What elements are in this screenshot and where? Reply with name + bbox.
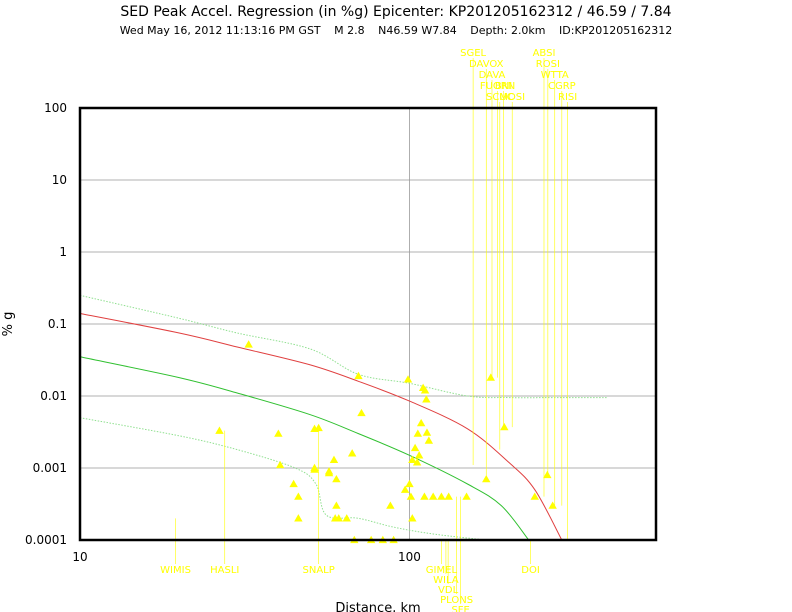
station-label: FUORN	[480, 81, 515, 92]
data-point	[332, 474, 341, 483]
station-label: VDL	[438, 585, 459, 596]
station-label: PLONS	[440, 595, 473, 606]
y-tick-label: 100	[44, 101, 67, 115]
data-point	[420, 386, 430, 394]
data-point	[400, 485, 410, 493]
station-leader-lines	[175, 58, 568, 604]
data-point	[548, 501, 557, 509]
station-label: SFE	[451, 605, 469, 612]
station-label: CGRP	[548, 81, 576, 92]
data-point	[428, 492, 438, 500]
data-point	[412, 458, 422, 466]
data-point	[294, 514, 303, 522]
station-label: HASLI	[210, 565, 239, 576]
data-point	[543, 470, 552, 479]
data-point	[414, 451, 424, 459]
data-point	[437, 492, 446, 500]
tick-labels: 0.0001 0.001 0.01 0.1 1 10 100 10 100	[25, 101, 421, 564]
data-point	[500, 422, 509, 431]
data-point	[486, 373, 495, 381]
event-info-line: Wed May 16, 2012 11:13:16 PM GST M 2.8 N…	[0, 24, 792, 37]
data-point	[342, 514, 351, 522]
data-point	[406, 492, 416, 500]
data-point	[332, 501, 341, 509]
dotted-bound-curve	[79, 294, 608, 399]
data-point	[357, 408, 366, 417]
y-tick-label: 0.01	[40, 389, 67, 403]
data-point	[289, 479, 298, 488]
data-point	[444, 492, 453, 500]
station-label: DOI	[521, 565, 540, 576]
data-point	[329, 455, 339, 463]
station-label: WILA	[433, 575, 459, 586]
grid-lines	[79, 107, 656, 541]
station-label: ROSI	[536, 59, 560, 70]
station-label: DAVOX	[469, 59, 504, 70]
y-tick-label: 0.0001	[25, 533, 67, 547]
station-label: DAVA	[479, 70, 506, 81]
x-tick-label: 100	[398, 550, 421, 564]
data-point	[413, 429, 423, 437]
data-point	[403, 375, 413, 383]
y-tick-label: 0.001	[33, 461, 67, 475]
data-point	[347, 449, 357, 457]
regression-curves	[79, 294, 608, 541]
y-tick-label: 1	[59, 245, 67, 259]
event-datetime: Wed May 16, 2012 11:13:16 PM GST	[119, 24, 321, 37]
data-point	[416, 418, 426, 427]
chart-title: SED Peak Accel. Regression (in %g) Epice…	[120, 4, 672, 20]
event-location: N46.59 W7.84	[378, 24, 457, 37]
data-point	[422, 428, 432, 436]
plot-frame	[78, 106, 658, 542]
data-point	[410, 443, 420, 452]
data-point	[462, 492, 471, 500]
data-point	[314, 423, 323, 432]
event-magnitude: M 2.8	[334, 24, 365, 37]
data-points	[215, 340, 557, 544]
data-point	[420, 492, 429, 500]
data-point	[408, 455, 417, 463]
data-point	[324, 468, 334, 477]
data-point	[244, 340, 253, 348]
x-tick-label: 10	[72, 550, 87, 564]
data-point	[424, 436, 434, 444]
median-regression-curve	[79, 313, 563, 541]
station-label: WIMIS	[160, 565, 191, 576]
data-point	[334, 514, 343, 522]
event-id: ID:KP201205162312	[559, 24, 673, 37]
data-point	[386, 501, 395, 509]
station-label: MOSI	[499, 92, 525, 103]
y-tick-label: 10	[52, 173, 67, 187]
data-point	[530, 492, 539, 500]
station-label: BNI	[495, 81, 512, 92]
station-label: ABSI	[533, 48, 556, 59]
data-point	[274, 429, 283, 437]
event-depth: Depth: 2.0km	[470, 24, 546, 37]
data-point	[215, 426, 224, 434]
station-label: SCUC	[486, 92, 514, 103]
station-label: SNALP	[302, 565, 334, 576]
data-point	[354, 371, 363, 380]
dotted-bound-curve	[79, 417, 486, 541]
y-tick-label: 0.1	[48, 317, 67, 331]
data-point	[408, 514, 417, 522]
x-axis-label: Distance, km	[335, 601, 420, 612]
data-point	[482, 474, 491, 483]
y-axis-label: % g	[1, 312, 16, 337]
station-label: RISI	[558, 92, 577, 103]
data-point	[405, 479, 414, 488]
station-label: GIMEL	[426, 565, 458, 576]
lower-regression-curve	[79, 356, 530, 541]
data-point	[275, 460, 285, 469]
data-point	[294, 492, 303, 500]
station-label: SGEL	[460, 48, 486, 59]
station-label: WTTA	[541, 70, 569, 81]
data-point	[422, 395, 431, 403]
data-point	[310, 465, 319, 473]
